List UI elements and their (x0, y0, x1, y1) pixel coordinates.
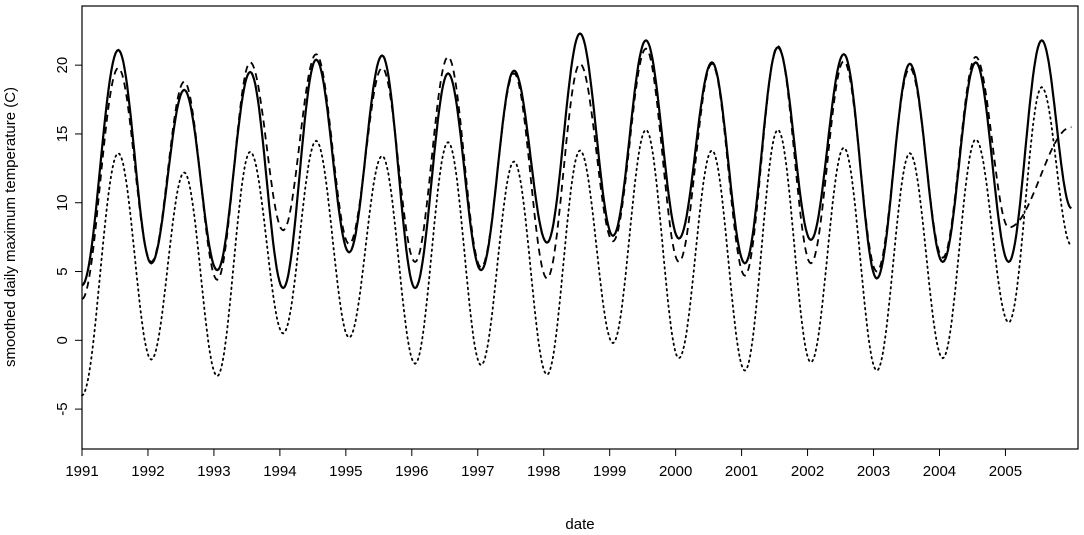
x-axis: 1991 1992 1993 1994 1995 1996 1997 1998 1999 2000… (65, 448, 1022, 480)
x-tick-label: 1997 (461, 463, 494, 480)
series-line-solid (81, 32, 1072, 290)
x-tick-label: 1991 (65, 463, 98, 480)
x-tick-label: 2004 (923, 463, 956, 480)
x-tick-label: 2002 (791, 463, 824, 480)
y-tick-label: 5 (54, 267, 71, 275)
x-tick-label: 2005 (989, 463, 1022, 480)
y-axis: -5 0 5 10 15 20 (54, 57, 83, 416)
x-tick-label: 1996 (395, 463, 428, 480)
y-axis-title: smoothed daily maximum temperature (C) (2, 87, 19, 367)
y-tick-label: 20 (54, 57, 71, 74)
y-tick-label: 15 (54, 126, 71, 143)
x-axis-title: date (565, 516, 594, 533)
y-tick-label: -5 (54, 402, 71, 415)
plot-frame (81, 5, 1079, 450)
x-tick-label: 1999 (593, 463, 626, 480)
series-layer (81, 32, 1073, 397)
x-tick-label: 2003 (857, 463, 890, 480)
x-tick-label: 1998 (527, 463, 560, 480)
y-tick-label: 10 (54, 194, 71, 211)
x-tick-label: 1994 (263, 463, 296, 480)
x-tick-label: 1995 (329, 463, 362, 480)
series-line-dashed (81, 44, 1072, 300)
series-line-dotted (81, 86, 1073, 397)
x-tick-label: 1993 (197, 463, 230, 480)
x-tick-label: 2000 (659, 463, 692, 480)
x-tick-label: 1992 (131, 463, 164, 480)
y-tick-label: 0 (54, 336, 71, 344)
x-tick-label: 2001 (725, 463, 758, 480)
